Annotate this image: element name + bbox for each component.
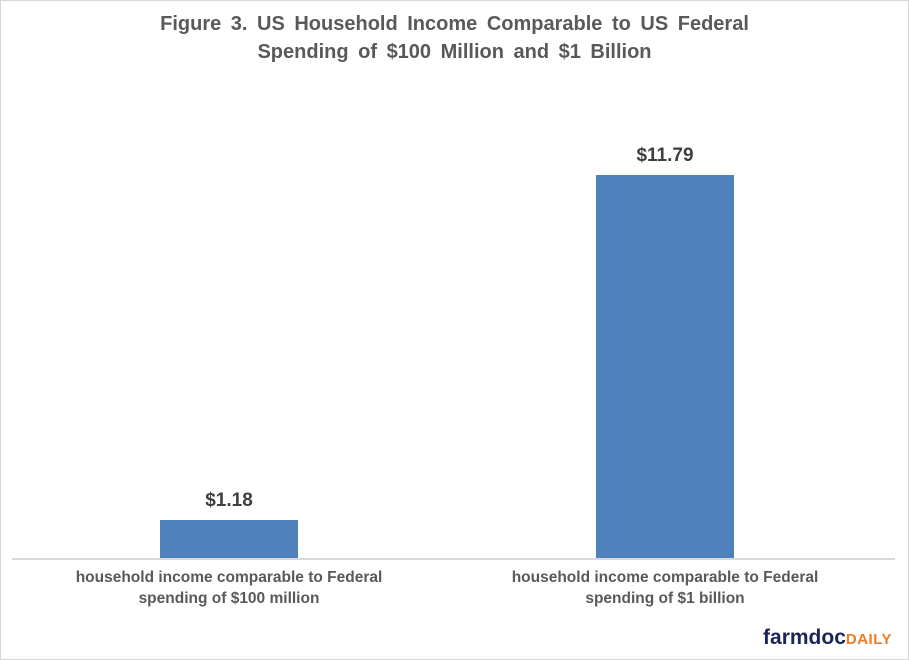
category-label-line1: household income comparable to Federal — [75, 569, 383, 586]
farmdoc-daily-logo: farmdocDAILY — [763, 627, 892, 651]
bar-1-billion — [596, 175, 734, 558]
category-label-100-million: household income comparable to Federal s… — [9, 567, 449, 609]
farmdoc-logo-text: farmdoc — [763, 626, 846, 649]
chart-title-line1: Figure 3. US Household Income Comparable… — [160, 13, 749, 35]
chart-title: Figure 3. US Household Income Comparable… — [0, 10, 909, 66]
x-axis-line — [12, 558, 895, 560]
category-label-1-billion: household income comparable to Federal s… — [445, 567, 885, 609]
category-label-line2: spending of $100 million — [138, 590, 320, 607]
data-label-1-billion: $11.79 — [636, 145, 694, 166]
data-label-100-million: $1.18 — [205, 490, 253, 511]
chart-title-line2: Spending of $100 Million and $1 Billion — [257, 41, 652, 63]
category-label-line1: household income comparable to Federal — [511, 569, 819, 586]
category-label-line2: spending of $1 billion — [585, 590, 745, 607]
daily-logo-text: DAILY — [845, 631, 892, 648]
bar-100-million — [160, 520, 298, 558]
